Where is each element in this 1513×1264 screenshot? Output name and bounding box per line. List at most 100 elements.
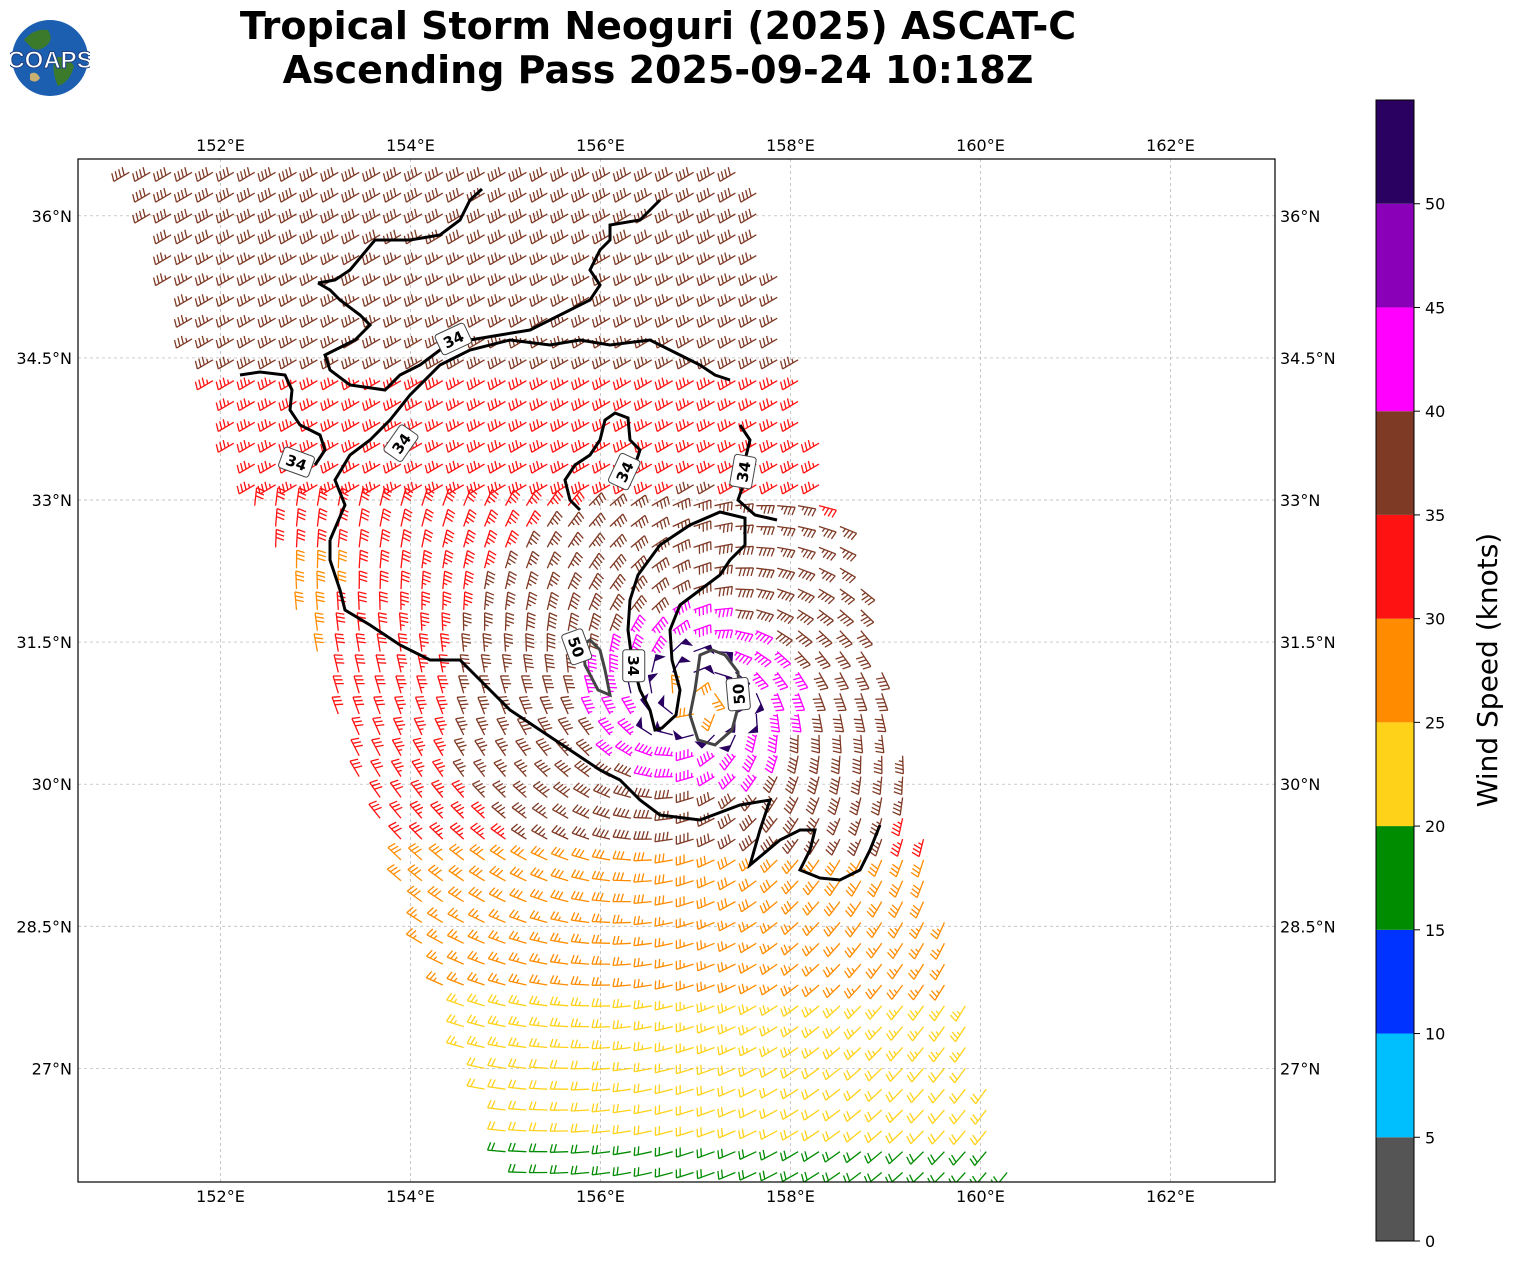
wind-barb	[337, 528, 348, 548]
wind-barb	[278, 252, 297, 266]
wind-barb	[717, 856, 736, 870]
wind-barb	[466, 1056, 485, 1069]
wind-barb	[654, 460, 674, 474]
wind-barb	[970, 1088, 987, 1105]
wind-barb	[463, 550, 476, 569]
wind-barb	[525, 612, 536, 631]
wind-barb	[550, 889, 569, 903]
wind-barb	[843, 1130, 862, 1143]
wind-barb	[379, 570, 389, 590]
wind-barb	[412, 737, 426, 757]
wind-barb	[510, 823, 527, 840]
wind-barb	[830, 755, 841, 775]
wind-barb	[370, 758, 384, 777]
wind-barb	[675, 208, 694, 224]
wind-barb	[508, 930, 527, 944]
wind-barb	[756, 588, 775, 601]
wind-barb	[570, 294, 590, 307]
wind-barb	[908, 922, 925, 939]
wind-barb	[499, 675, 512, 694]
wind-barb	[796, 609, 814, 626]
wind-barb	[487, 356, 506, 370]
wind-barb	[654, 895, 673, 906]
wind-barb	[764, 754, 778, 774]
wind-barb	[842, 1151, 862, 1164]
wind-barb	[508, 314, 527, 328]
wind-barb	[466, 398, 485, 412]
wind-barb	[717, 877, 736, 891]
wind-barb	[320, 398, 339, 412]
wind-barb	[693, 541, 712, 554]
wind-barb	[257, 252, 276, 266]
wind-barb	[654, 1000, 673, 1011]
wind-barb	[575, 738, 593, 757]
wind-barb	[173, 208, 193, 224]
wind-barb	[714, 543, 733, 555]
wind-barb	[236, 294, 256, 307]
wind-barb	[832, 713, 845, 733]
wind-barb	[215, 294, 235, 307]
wind-barb	[696, 771, 715, 787]
wind-barb	[843, 1005, 862, 1020]
wind-barb	[717, 982, 736, 994]
wind-barb	[696, 751, 715, 767]
wind-barb	[776, 588, 795, 603]
wind-barb	[738, 252, 757, 266]
wind-barb	[717, 398, 736, 412]
wind-barb	[532, 780, 550, 798]
wind-barb	[759, 900, 778, 914]
wind-barb	[341, 481, 360, 495]
wind-barb	[672, 518, 691, 531]
wind-barb	[361, 356, 381, 370]
wind-barb	[872, 776, 883, 796]
wind-barb	[392, 716, 406, 736]
wind-barb	[696, 294, 715, 307]
wind-barb	[552, 781, 571, 798]
wind-barb	[382, 229, 402, 245]
wind-barb	[570, 439, 590, 453]
wind-barb	[866, 922, 883, 939]
wind-barb	[928, 1047, 945, 1063]
wind-barb	[215, 335, 235, 349]
wind-barb	[341, 229, 360, 245]
wind-barb	[525, 591, 538, 610]
wind-barb	[696, 1106, 715, 1117]
wind-barb	[361, 460, 381, 474]
wind-barb	[885, 1130, 904, 1144]
wind-barb	[654, 874, 673, 885]
lat-tick-label-left: 27°N	[32, 1059, 72, 1078]
wind-barb	[439, 633, 450, 652]
wind-barb	[780, 900, 799, 915]
wind-barb	[508, 909, 527, 924]
wind-barb	[549, 953, 569, 965]
wind-barb	[826, 818, 841, 836]
wind-barb	[738, 899, 757, 913]
wind-barb	[451, 779, 466, 798]
wind-barb	[236, 208, 256, 224]
wind-barb	[738, 229, 757, 245]
wind-barb	[654, 916, 673, 927]
wind-barb	[887, 922, 904, 939]
wind-barb	[854, 693, 868, 712]
wind-barb	[717, 1127, 736, 1139]
wind-barb	[591, 913, 611, 924]
wind-barb	[865, 984, 883, 1000]
wind-barb	[595, 739, 613, 757]
wind-barb	[549, 1038, 569, 1049]
wind-barb	[546, 571, 561, 590]
wind-barb	[466, 273, 485, 287]
wind-barb	[350, 737, 363, 757]
wind-barb	[438, 654, 450, 673]
wind-barb	[591, 208, 611, 224]
wind-barb	[403, 314, 423, 328]
wind-barb	[215, 398, 235, 412]
wind-barb	[591, 977, 611, 986]
wind-barb	[756, 525, 775, 536]
wind-barb	[567, 571, 583, 590]
wind-barb	[672, 497, 691, 510]
wind-barb	[818, 525, 837, 540]
wind-barb	[948, 1151, 966, 1166]
wind-barb	[487, 273, 506, 287]
wind-barb	[382, 460, 402, 474]
wind-barb	[445, 314, 465, 328]
